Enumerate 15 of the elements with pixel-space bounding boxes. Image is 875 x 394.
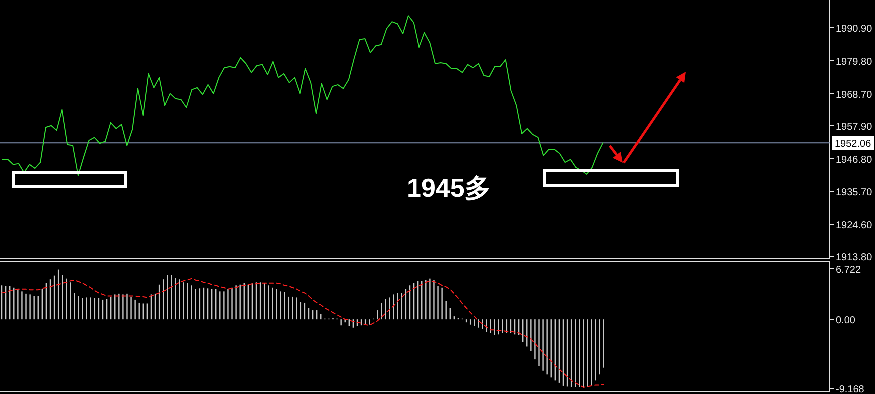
- annotation: 1945多: [407, 173, 491, 203]
- y-tick-label: 1946.80: [836, 154, 873, 166]
- y-tick-label: 1924.60: [836, 220, 873, 232]
- y-tick-label: 1979.80: [836, 56, 873, 68]
- ref-line-label: 1952.06: [835, 139, 872, 150]
- y-tick-label: 0.00: [836, 316, 856, 327]
- y-tick-label: -9.168: [836, 384, 865, 394]
- y-tick-label: 1957.90: [836, 122, 873, 133]
- y-tick-label: 6.722: [836, 264, 862, 276]
- y-tick-label: 1968.70: [836, 90, 873, 101]
- y-tick-label: 1935.70: [836, 188, 873, 199]
- line-series: [2, 16, 604, 176]
- line-series: [2, 278, 604, 388]
- y-tick-label: 1990.90: [836, 24, 873, 35]
- y-tick-label: 1913.80: [836, 252, 873, 264]
